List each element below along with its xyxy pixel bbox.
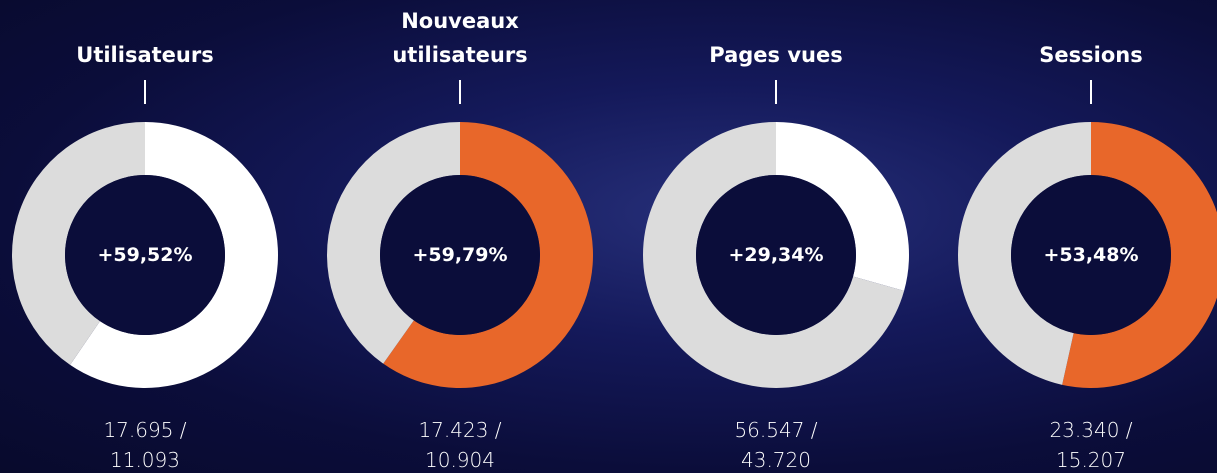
- donut-slice: [1062, 122, 1217, 388]
- donut-hole: [380, 175, 540, 335]
- donut-slice: [70, 122, 278, 388]
- donut-slice: [776, 122, 909, 291]
- chart-title: Sessions: [1039, 43, 1143, 67]
- chart-title: Utilisateurs: [76, 43, 214, 67]
- donut-hole: [1011, 175, 1171, 335]
- footer-figures: 23.340 / 15.207: [1049, 418, 1133, 472]
- chart-title: Nouveaux utilisateurs: [392, 9, 528, 67]
- value-label: +59,52%: [97, 244, 193, 266]
- donut-slice: [12, 122, 145, 365]
- donut-hole: [65, 175, 225, 335]
- value-label: +53,48%: [1043, 244, 1139, 266]
- footer-figures: 17.695 / 11.093: [103, 418, 187, 472]
- donut-hole: [696, 175, 856, 335]
- footer-figures: 56.547 / 43.720: [734, 418, 818, 472]
- donut-slice: [643, 122, 905, 388]
- value-label: +59,79%: [412, 244, 508, 266]
- footer-figures: 17.423 / 10.904: [418, 418, 502, 472]
- donut-slice: [326, 122, 460, 364]
- value-label: +29,34%: [728, 244, 824, 266]
- donut-slice: [958, 122, 1091, 385]
- donut-slice: [383, 122, 593, 388]
- chart-title: Pages vues: [709, 43, 843, 67]
